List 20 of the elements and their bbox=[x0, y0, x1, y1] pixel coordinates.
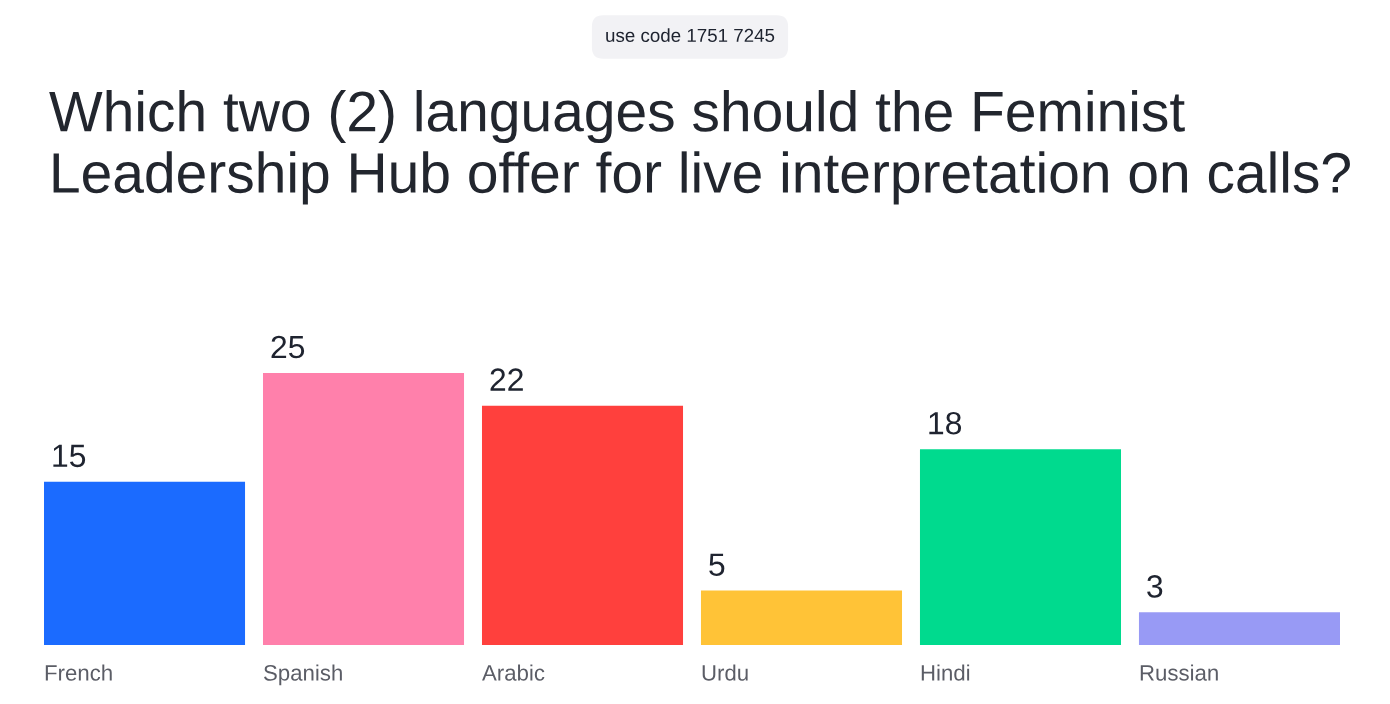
data-label: 15 bbox=[53, 444, 86, 468]
x-tick-label: Spanish bbox=[264, 664, 342, 686]
bar bbox=[262, 373, 465, 645]
x-tick-label: French bbox=[45, 664, 112, 681]
data-label: 18 bbox=[929, 411, 962, 435]
x-tick-label: Hindi bbox=[921, 664, 970, 681]
chart-title: Which two (2) languages should the Feminist Leadership Hub offer for live interpretation on calls? bbox=[49, 90, 1350, 205]
bar bbox=[481, 405, 684, 645]
x-tick-label: Russian bbox=[1140, 664, 1218, 681]
bar bbox=[1138, 612, 1340, 645]
bar bbox=[700, 590, 903, 645]
text: use code 1751 7245 bbox=[606, 28, 775, 43]
data-label: 5 bbox=[709, 553, 725, 576]
bar bbox=[44, 481, 246, 645]
data-label: 22 bbox=[490, 368, 523, 391]
bar bbox=[919, 449, 1122, 645]
data-label: 25 bbox=[271, 335, 305, 359]
x-tick-label: Arabic bbox=[482, 664, 545, 681]
data-label: 3 bbox=[1147, 575, 1163, 598]
x-tick-label: Urdu bbox=[702, 664, 748, 681]
